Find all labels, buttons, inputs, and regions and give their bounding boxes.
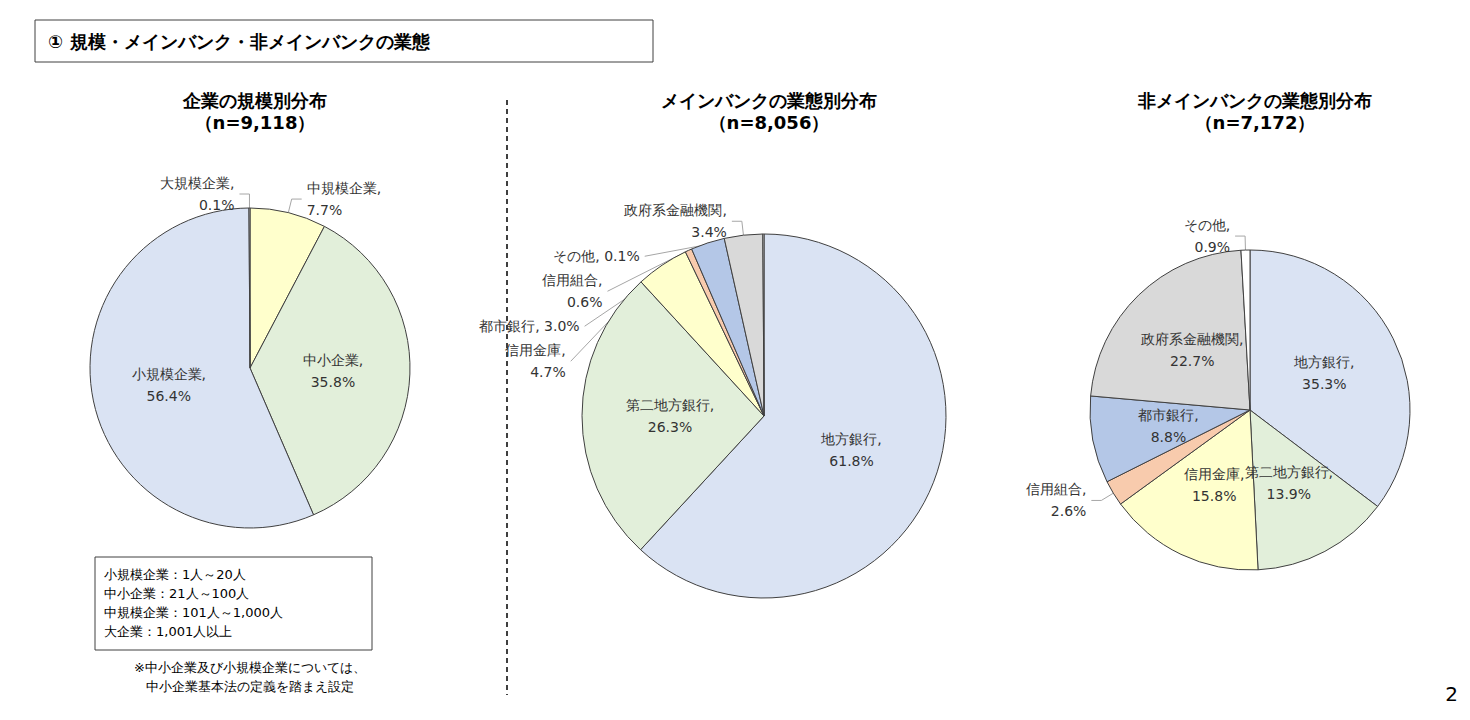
svg-text:政府系金融機関,: 政府系金融機関,: [1141, 331, 1243, 347]
svg-text:0.1%: 0.1%: [199, 197, 235, 213]
svg-text:その他, 0.1%: その他, 0.1%: [553, 248, 639, 264]
svg-text:3.4%: 3.4%: [691, 224, 727, 240]
svg-text:メインバンクの業態別分布: メインバンクの業態別分布: [661, 90, 877, 111]
svg-text:7.7%: 7.7%: [307, 202, 343, 218]
svg-text:中規模企業,: 中規模企業,: [307, 180, 381, 196]
svg-text:信用金庫,: 信用金庫,: [1184, 466, 1244, 482]
svg-text:8.8%: 8.8%: [1151, 429, 1187, 445]
svg-text:都市銀行, 3.0%: 都市銀行, 3.0%: [479, 318, 579, 334]
svg-text:大規模企業,: 大規模企業,: [160, 175, 234, 191]
svg-text:35.3%: 35.3%: [1302, 376, 1346, 392]
svg-text:地方銀行,: 地方銀行,: [1293, 354, 1354, 370]
svg-text:① 規模・メインバンク・非メインバンクの業態: ① 規模・メインバンク・非メインバンクの業態: [48, 31, 431, 52]
svg-text:大企業：1,001人以上: 大企業：1,001人以上: [104, 624, 232, 639]
svg-text:22.7%: 22.7%: [1170, 353, 1214, 369]
svg-text:信用金庫,: 信用金庫,: [505, 342, 565, 358]
svg-text:35.8%: 35.8%: [311, 374, 355, 390]
svg-text:56.4%: 56.4%: [147, 388, 191, 404]
svg-text:政府系金融機関,: 政府系金融機関,: [624, 202, 726, 218]
svg-text:地方銀行,: 地方銀行,: [820, 431, 881, 447]
svg-text:信用組合,: 信用組合,: [1026, 481, 1086, 497]
svg-text:（n=8,056）: （n=8,056）: [709, 112, 830, 133]
svg-text:15.8%: 15.8%: [1192, 488, 1236, 504]
svg-text:第二地方銀行,: 第二地方銀行,: [1245, 464, 1333, 480]
svg-text:第二地方銀行,: 第二地方銀行,: [626, 397, 714, 413]
svg-text:13.9%: 13.9%: [1267, 486, 1311, 502]
svg-text:非メインバンクの業態別分布: 非メインバンクの業態別分布: [1137, 90, 1372, 111]
svg-text:その他,: その他,: [1184, 217, 1230, 233]
svg-text:2.6%: 2.6%: [1051, 503, 1087, 519]
svg-text:中規模企業：101人～1,000人: 中規模企業：101人～1,000人: [104, 605, 283, 620]
svg-text:61.8%: 61.8%: [829, 453, 873, 469]
svg-text:（n=7,172）: （n=7,172）: [1195, 112, 1316, 133]
svg-text:都市銀行,: 都市銀行,: [1138, 407, 1198, 423]
svg-text:26.3%: 26.3%: [648, 419, 692, 435]
svg-text:中小企業,: 中小企業,: [303, 352, 363, 368]
svg-text:中小企業基本法の定義を踏まえ設定: 中小企業基本法の定義を踏まえ設定: [146, 679, 354, 694]
svg-text:中小企業：21人～100人: 中小企業：21人～100人: [104, 586, 249, 601]
svg-text:（n=9,118）: （n=9,118）: [195, 112, 316, 133]
svg-text:信用組合,: 信用組合,: [542, 272, 602, 288]
svg-text:4.7%: 4.7%: [530, 364, 566, 380]
svg-text:2: 2: [1445, 682, 1458, 706]
svg-text:※中小企業及び小規模企業については、: ※中小企業及び小規模企業については、: [134, 660, 366, 675]
svg-text:0.9%: 0.9%: [1195, 239, 1231, 255]
svg-text:小規模企業：1人～20人: 小規模企業：1人～20人: [104, 567, 246, 582]
svg-text:0.6%: 0.6%: [567, 294, 603, 310]
svg-text:企業の規模別分布: 企業の規模別分布: [182, 90, 327, 111]
svg-text:小規模企業,: 小規模企業,: [132, 366, 206, 382]
